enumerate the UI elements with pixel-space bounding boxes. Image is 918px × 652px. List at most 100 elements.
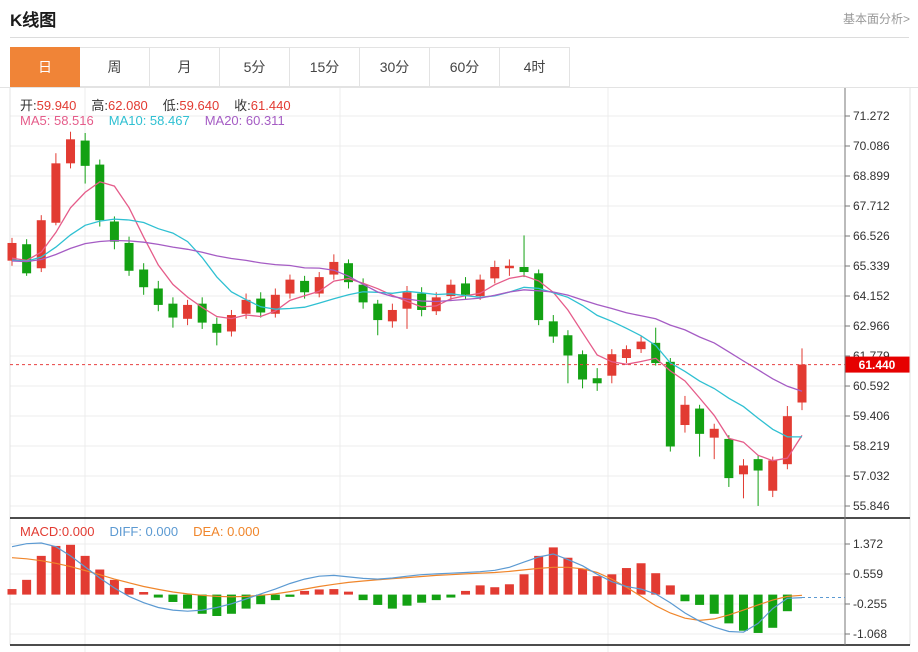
candle-body [490,266,500,279]
macd-bar [665,585,675,595]
tab-timeframe-5[interactable]: 30分 [360,47,430,87]
macd-bar [256,594,266,605]
candle-body [153,288,163,305]
candle-body [548,321,558,337]
candle-body [314,277,324,294]
macd-bar [431,594,441,601]
tab-timeframe-1[interactable]: 周 [80,47,150,87]
candle-body [475,279,485,297]
price-axis-label: 70.086 [853,139,890,153]
price-axis-label: 71.272 [853,109,890,123]
macd-bar [212,594,222,616]
macd-row-item-1: DIFF: 0.000 [109,524,178,539]
price-axis-label: 66.526 [853,229,890,243]
ma5-line [11,181,803,462]
readout-value: 59.640 [179,98,220,113]
candle-body [51,163,61,223]
candle-body [461,283,471,295]
macd-bar [782,594,792,612]
macd-bar [490,587,500,595]
readout-value: 0.000 [61,524,95,539]
macd-bar [563,557,573,595]
ma10-line [11,218,803,438]
current-price-badge [845,356,910,373]
candle-body [300,280,310,293]
macd-bar [124,587,134,595]
macd-bar [51,545,61,595]
candle-body [534,273,544,321]
dea-line [11,557,803,622]
candle-body [36,220,46,269]
ohlc-row-item-2: 低:59.640 [163,95,219,114]
macd-bar [36,555,46,595]
macd-bar [651,573,661,595]
page-header: K线图 基本面分析> [10,6,910,31]
tab-timeframe-6[interactable]: 60分 [430,47,500,87]
candle-body [22,244,32,274]
ohlc-row-item-1: 高:62.080 [91,95,147,114]
macd-bar [695,594,705,605]
macd-bar [7,589,17,595]
kline-chart-canvas[interactable]: 71.272 70.086 68.899 67.712 66.526 65.339 64.1… [0,88,918,652]
candle-body [636,341,646,350]
readout-value: 61.440 [250,98,291,113]
tab-timeframe-0[interactable]: 日 [10,47,80,87]
candle-body [797,364,807,403]
candle-body [124,242,134,271]
macd-axis-label: -0.255 [853,597,887,611]
candle-body [431,297,441,312]
readout-value: 0.000 [145,524,179,539]
ma-readout: MA5: 58.516 MA10: 58.467 MA20: 60.311 [20,113,285,128]
macd-bar [153,594,163,598]
readout-label: MACD: [20,524,62,539]
macd-bar [95,569,105,595]
candle-body [197,303,207,323]
readout-label: DEA: [193,524,228,539]
ma20-line [11,239,803,392]
price-axis-label: 59.406 [853,409,890,423]
tab-timeframe-3[interactable]: 5分 [220,47,290,87]
readout-label: DIFF: [109,524,146,539]
tab-timeframe-4[interactable]: 15分 [290,47,360,87]
macd-axis-label: 0.559 [853,567,883,581]
candle-body [724,438,734,479]
readout-value: 58.467 [149,113,190,128]
tab-timeframe-7[interactable]: 4时 [500,47,570,87]
fundamental-analysis-link[interactable]: 基本面分析> [842,12,910,26]
macd-bar [285,594,295,597]
price-axis-label: 60.592 [853,379,890,393]
macd-bar [270,594,280,601]
readout-label: 低: [162,98,180,113]
candle-body [782,416,792,465]
macd-bar [592,576,602,595]
macd-readout: MACD:0.000 DIFF: 0.000 DEA: 0.000 [20,524,260,539]
macd-bar [519,574,529,595]
macd-bar [109,579,119,595]
readout-label: 高: [91,98,109,113]
macd-bar [578,568,588,595]
tab-timeframe-2[interactable]: 月 [150,47,220,87]
macd-bar [724,594,734,624]
header-divider [10,37,909,38]
candle-body [358,284,368,303]
candle-body [270,294,280,314]
page-title: K线图 [10,11,57,30]
candle-body [226,315,236,332]
candle-body [168,303,178,318]
readout-value: 60.311 [245,113,285,128]
readout-value: 0.000 [227,524,260,539]
macd-bar [709,594,719,614]
readout-value: 59.940 [36,98,77,113]
price-axis-label: 57.032 [853,469,890,483]
macd-bar [548,547,558,595]
macd-bar [66,544,76,595]
candle-body [753,459,763,471]
macd-bar [387,594,397,609]
macd-bar [402,594,412,606]
macd-bar [607,574,617,595]
macd-bar [504,584,514,595]
readout-label: 开: [20,98,37,113]
diff-line [11,542,803,633]
readout-label: MA10: [108,113,150,128]
macd-bar [461,590,471,595]
